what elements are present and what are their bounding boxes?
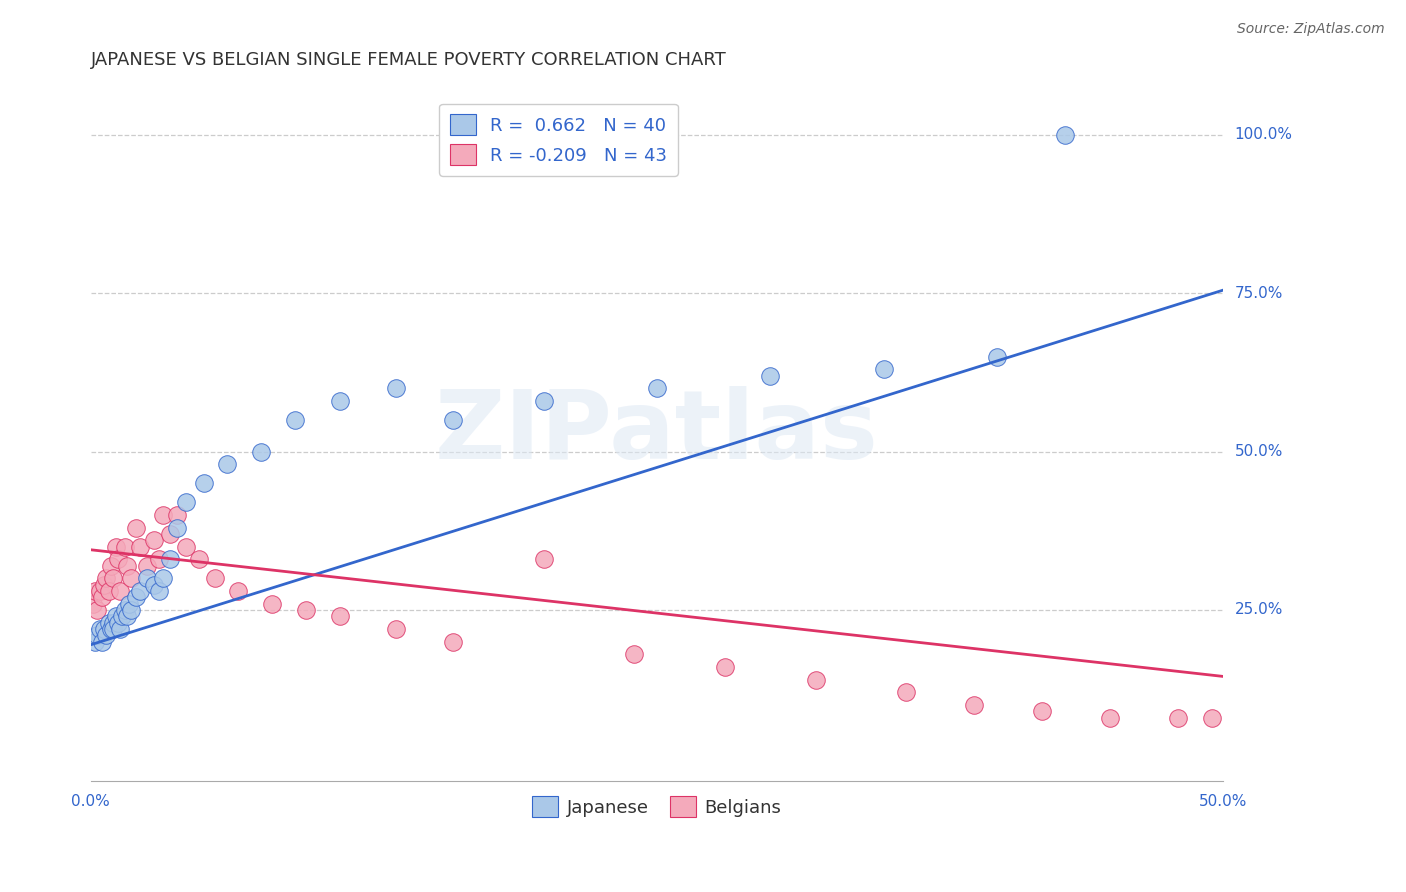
Text: JAPANESE VS BELGIAN SINGLE FEMALE POVERTY CORRELATION CHART: JAPANESE VS BELGIAN SINGLE FEMALE POVERT… <box>90 51 727 69</box>
Point <box>159 552 181 566</box>
Point <box>441 634 464 648</box>
Point <box>804 673 827 687</box>
Point <box>295 603 318 617</box>
Point <box>104 540 127 554</box>
Point <box>103 622 125 636</box>
Point <box>193 476 215 491</box>
Point <box>152 508 174 522</box>
Point <box>120 571 142 585</box>
Point <box>100 558 122 573</box>
Point <box>1099 711 1122 725</box>
Point <box>97 615 120 630</box>
Point <box>249 444 271 458</box>
Point <box>91 591 114 605</box>
Point <box>1201 711 1223 725</box>
Text: 25.0%: 25.0% <box>1234 602 1282 617</box>
Point <box>283 413 305 427</box>
Point <box>166 508 188 522</box>
Point <box>260 597 283 611</box>
Point <box>872 362 894 376</box>
Point <box>215 457 238 471</box>
Point <box>188 552 211 566</box>
Point <box>329 393 352 408</box>
Point <box>166 520 188 534</box>
Point <box>118 597 141 611</box>
Point <box>174 495 197 509</box>
Point <box>226 583 249 598</box>
Text: 50.0%: 50.0% <box>1234 444 1282 459</box>
Point <box>152 571 174 585</box>
Point <box>204 571 226 585</box>
Point <box>107 552 129 566</box>
Point <box>136 558 159 573</box>
Point <box>759 368 782 383</box>
Text: 75.0%: 75.0% <box>1234 285 1282 301</box>
Point <box>104 609 127 624</box>
Point <box>103 615 125 630</box>
Point <box>441 413 464 427</box>
Text: ZIPatlas: ZIPatlas <box>434 386 879 479</box>
Point <box>136 571 159 585</box>
Point <box>143 577 166 591</box>
Point <box>125 591 148 605</box>
Point <box>986 350 1008 364</box>
Point <box>111 609 134 624</box>
Point <box>129 583 152 598</box>
Point <box>645 381 668 395</box>
Point <box>84 634 107 648</box>
Point <box>100 622 122 636</box>
Point <box>96 628 118 642</box>
Point <box>174 540 197 554</box>
Point <box>82 597 104 611</box>
Point <box>115 609 138 624</box>
Point <box>96 571 118 585</box>
Point <box>86 628 108 642</box>
Text: 100.0%: 100.0% <box>1234 128 1292 143</box>
Point <box>86 603 108 617</box>
Point <box>93 622 115 636</box>
Point <box>148 552 170 566</box>
Point <box>143 533 166 548</box>
Point <box>91 634 114 648</box>
Point <box>533 552 555 566</box>
Point <box>623 648 645 662</box>
Point <box>385 622 408 636</box>
Point <box>89 622 111 636</box>
Point <box>108 622 131 636</box>
Point <box>114 540 136 554</box>
Point <box>108 583 131 598</box>
Point <box>93 577 115 591</box>
Point <box>103 571 125 585</box>
Point <box>125 520 148 534</box>
Text: Source: ZipAtlas.com: Source: ZipAtlas.com <box>1237 22 1385 37</box>
Point <box>129 540 152 554</box>
Point <box>107 615 129 630</box>
Point <box>714 660 737 674</box>
Point <box>1167 711 1189 725</box>
Point <box>159 527 181 541</box>
Point <box>1031 704 1053 718</box>
Point <box>533 393 555 408</box>
Point <box>115 558 138 573</box>
Point <box>329 609 352 624</box>
Legend: Japanese, Belgians: Japanese, Belgians <box>526 789 789 824</box>
Point <box>148 583 170 598</box>
Point <box>1053 128 1076 142</box>
Point <box>97 583 120 598</box>
Point <box>89 583 111 598</box>
Point <box>84 583 107 598</box>
Point <box>896 685 918 699</box>
Point <box>963 698 986 712</box>
Point <box>385 381 408 395</box>
Point <box>120 603 142 617</box>
Point <box>114 603 136 617</box>
